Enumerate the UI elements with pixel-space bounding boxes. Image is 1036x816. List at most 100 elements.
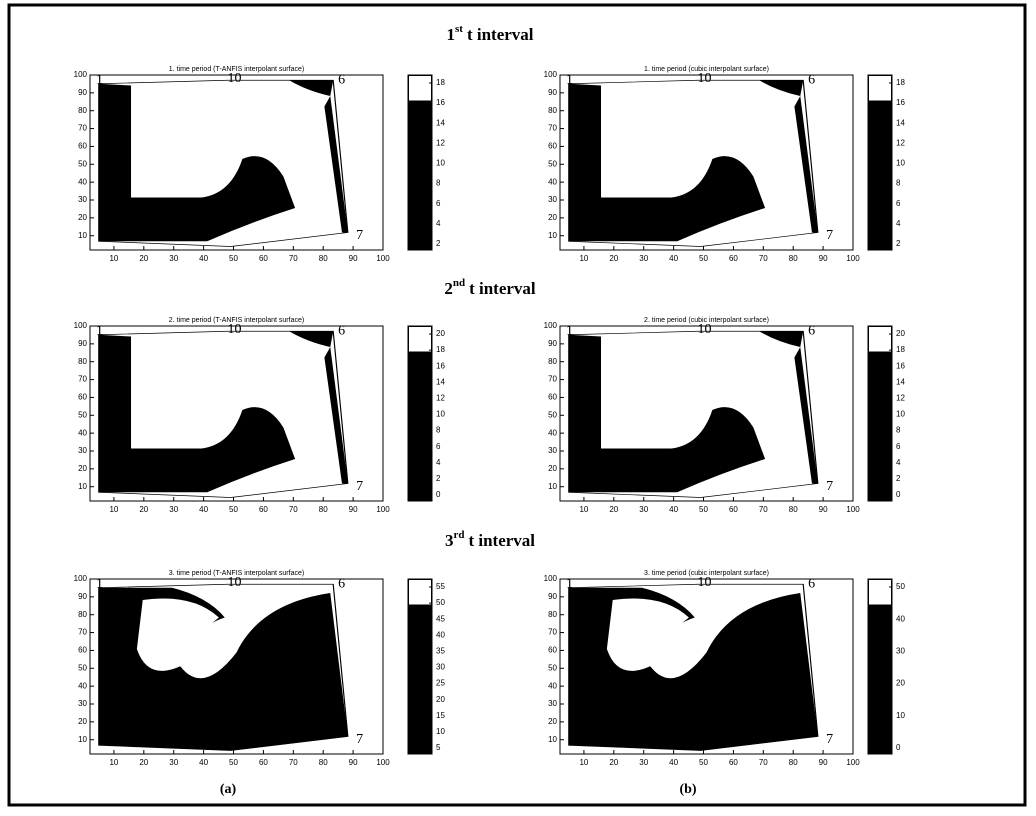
point-label: 10 bbox=[698, 322, 712, 337]
x-tick-label: 70 bbox=[759, 254, 768, 263]
colorbar-tick-label: 30 bbox=[436, 663, 445, 672]
colorbar-tick-label: 20 bbox=[896, 679, 905, 688]
surface bbox=[98, 583, 349, 751]
caption: (a) bbox=[220, 782, 237, 797]
colorbar-tick-label: 10 bbox=[896, 410, 905, 419]
x-tick-label: 90 bbox=[819, 505, 828, 514]
y-tick-label: 50 bbox=[78, 159, 87, 168]
heading-number: 2 bbox=[444, 279, 453, 298]
x-tick-label: 80 bbox=[789, 505, 798, 514]
point-label: 10 bbox=[228, 71, 242, 86]
x-tick-label: 10 bbox=[579, 505, 588, 514]
dark-region bbox=[98, 83, 296, 242]
colorbar bbox=[407, 325, 433, 502]
y-tick-label: 10 bbox=[78, 482, 87, 491]
y-tick-label: 70 bbox=[78, 628, 87, 637]
dark-region bbox=[324, 96, 348, 233]
colorbar-light bbox=[409, 76, 431, 101]
colorbar-tick-label: 2 bbox=[896, 474, 901, 483]
surface bbox=[98, 330, 349, 498]
colorbar-tick-label: 50 bbox=[896, 582, 905, 591]
panel-title: 3. time period (T-ANFIS interpolant surf… bbox=[169, 570, 304, 577]
light-region bbox=[606, 598, 689, 671]
y-tick-label: 70 bbox=[78, 124, 87, 133]
colorbar-tick-label: 15 bbox=[436, 711, 445, 720]
colorbar bbox=[867, 325, 893, 502]
x-tick-label: 20 bbox=[609, 758, 618, 767]
dark-region bbox=[324, 347, 348, 484]
colorbar-tick-label: 0 bbox=[436, 490, 441, 499]
x-tick-label: 60 bbox=[259, 505, 268, 514]
colorbar-light bbox=[409, 327, 431, 352]
colorbar-tick-label: 8 bbox=[896, 426, 901, 435]
colorbar-tick-label: 12 bbox=[436, 394, 445, 403]
y-tick-label: 30 bbox=[548, 195, 557, 204]
x-tick-label: 80 bbox=[319, 254, 328, 263]
point-label: 7 bbox=[826, 732, 833, 747]
y-tick-label: 80 bbox=[78, 610, 87, 619]
y-tick-label: 30 bbox=[548, 446, 557, 455]
colorbar-tick-label: 40 bbox=[436, 630, 445, 639]
point-label: 6 bbox=[338, 577, 345, 592]
point-label: 1 bbox=[566, 73, 573, 88]
point-label: 7 bbox=[826, 228, 833, 243]
y-tick-label: 80 bbox=[548, 610, 557, 619]
point-label: 1 bbox=[96, 577, 103, 592]
x-tick-label: 10 bbox=[109, 254, 118, 263]
dark-region bbox=[794, 96, 818, 233]
x-tick-label: 100 bbox=[376, 758, 390, 767]
x-tick-label: 100 bbox=[376, 254, 390, 263]
y-tick-label: 90 bbox=[78, 592, 87, 601]
panel-title: 2. time period (T-ANFIS interpolant surf… bbox=[169, 317, 304, 324]
colorbar-tick-label: 4 bbox=[896, 458, 901, 467]
colorbar-tick-label: 18 bbox=[896, 78, 905, 87]
colorbar-tick-label: 55 bbox=[436, 582, 445, 591]
point-label: 1 bbox=[566, 324, 573, 339]
y-tick-label: 70 bbox=[548, 375, 557, 384]
x-tick-label: 40 bbox=[669, 254, 678, 263]
colorbar-tick-label: 50 bbox=[436, 598, 445, 607]
point-label: 7 bbox=[356, 732, 363, 747]
colorbar-tick-label: 10 bbox=[896, 159, 905, 168]
y-tick-label: 60 bbox=[548, 393, 557, 402]
colorbar-tick-label: 4 bbox=[896, 219, 901, 228]
colorbar-tick-label: 35 bbox=[436, 647, 445, 656]
x-tick-label: 90 bbox=[349, 254, 358, 263]
heading-suffix: nd bbox=[453, 277, 465, 289]
x-tick-label: 30 bbox=[639, 254, 648, 263]
x-tick-label: 20 bbox=[609, 505, 618, 514]
colorbar-tick-label: 6 bbox=[436, 199, 441, 208]
colorbar bbox=[407, 74, 433, 251]
x-tick-label: 80 bbox=[789, 254, 798, 263]
colorbar-tick-label: 12 bbox=[896, 394, 905, 403]
panel-title: 2. time period (cubic interpolant surfac… bbox=[644, 317, 769, 324]
colorbar-tick-label: 16 bbox=[896, 361, 905, 370]
x-tick-label: 70 bbox=[289, 505, 298, 514]
point-label: 10 bbox=[698, 71, 712, 86]
heading-suffix: rd bbox=[453, 529, 464, 541]
point-label: 6 bbox=[808, 73, 815, 88]
surface bbox=[568, 583, 819, 751]
colorbar-tick-label: 6 bbox=[896, 199, 901, 208]
colorbar-light bbox=[869, 327, 891, 352]
colorbar-tick-label: 4 bbox=[436, 458, 441, 467]
x-tick-label: 30 bbox=[169, 505, 178, 514]
x-tick-label: 10 bbox=[579, 254, 588, 263]
y-tick-label: 30 bbox=[548, 699, 557, 708]
y-tick-label: 20 bbox=[548, 717, 557, 726]
plot-frame bbox=[559, 74, 854, 251]
point-label: 7 bbox=[356, 228, 363, 243]
x-tick-label: 40 bbox=[669, 758, 678, 767]
colorbar-tick-label: 30 bbox=[896, 647, 905, 656]
colorbar-tick-label: 6 bbox=[436, 442, 441, 451]
colorbar-tick-label: 5 bbox=[436, 743, 441, 752]
y-tick-label: 20 bbox=[78, 717, 87, 726]
x-tick-label: 30 bbox=[639, 758, 648, 767]
x-tick-label: 80 bbox=[319, 758, 328, 767]
surface bbox=[568, 79, 819, 247]
colorbar-tick-label: 18 bbox=[436, 345, 445, 354]
heading-text: t interval bbox=[467, 25, 534, 44]
colorbar-tick-label: 40 bbox=[896, 614, 905, 623]
y-tick-label: 40 bbox=[78, 177, 87, 186]
